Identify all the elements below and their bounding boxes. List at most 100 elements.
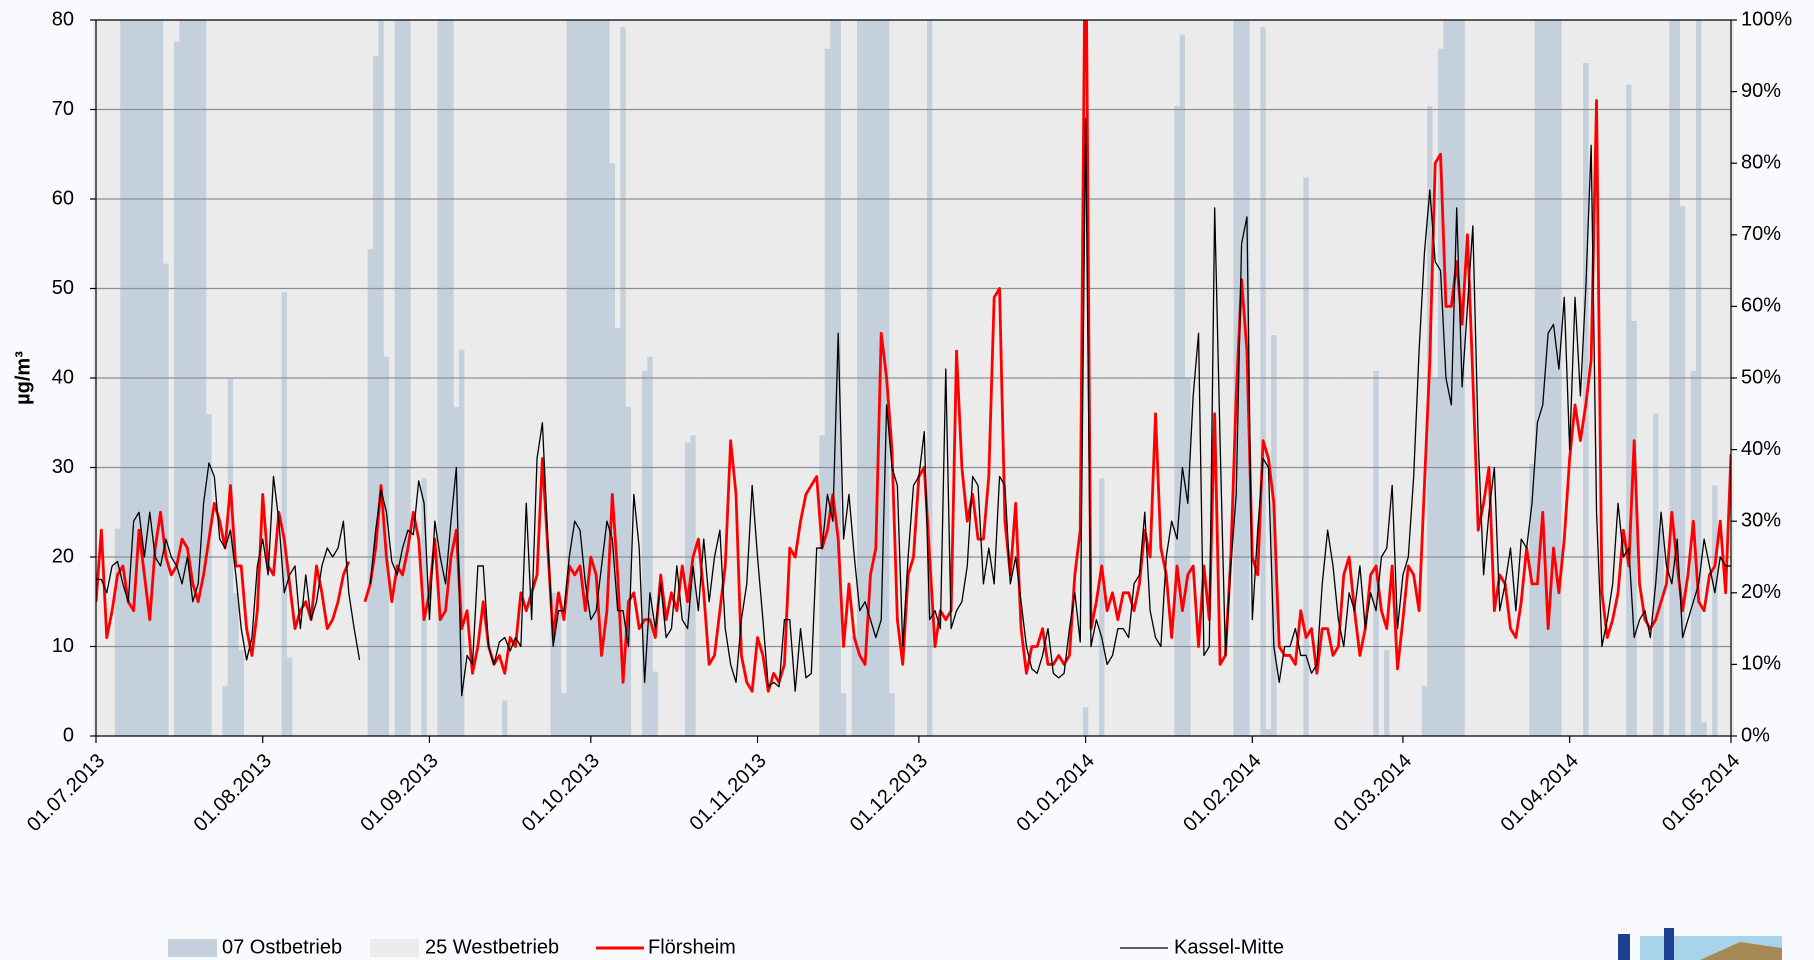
bar bbox=[1701, 20, 1708, 722]
y-tick-label: 60 bbox=[52, 187, 74, 209]
bar bbox=[459, 349, 465, 736]
bar bbox=[367, 20, 374, 250]
bar bbox=[652, 671, 659, 736]
bar bbox=[502, 20, 508, 701]
bar bbox=[561, 20, 567, 694]
bar bbox=[1529, 20, 1535, 464]
bar bbox=[1373, 370, 1380, 736]
y2-tick-label: 20% bbox=[1741, 581, 1781, 603]
y2-tick-label: 40% bbox=[1741, 438, 1781, 460]
y-tick-label: 10 bbox=[52, 635, 74, 657]
bar bbox=[367, 249, 374, 736]
bar bbox=[1626, 84, 1632, 736]
bar bbox=[1373, 20, 1380, 371]
bar bbox=[1658, 528, 1665, 736]
bar bbox=[1260, 20, 1267, 28]
bar bbox=[1658, 20, 1665, 529]
bar bbox=[1099, 20, 1105, 479]
bar bbox=[222, 685, 229, 736]
bar bbox=[286, 20, 293, 658]
bar bbox=[421, 20, 428, 479]
bar bbox=[690, 20, 696, 436]
x-tick-label: 01.01.2014 bbox=[1013, 750, 1099, 836]
y2-tick-label: 0% bbox=[1741, 724, 1770, 746]
bar bbox=[1427, 105, 1433, 737]
y-tick-label: 40 bbox=[52, 366, 74, 388]
bar bbox=[1174, 105, 1181, 737]
bar bbox=[173, 20, 180, 42]
y-tick-label: 50 bbox=[52, 277, 74, 299]
bar bbox=[1179, 34, 1186, 736]
x-tick-label: 01.09.2013 bbox=[356, 750, 442, 836]
x-tick-label: 01.07.2013 bbox=[23, 750, 109, 836]
legend-swatch bbox=[168, 939, 217, 957]
bar bbox=[1631, 20, 1638, 321]
y2-tick-label: 70% bbox=[1741, 223, 1781, 245]
bar bbox=[620, 27, 627, 737]
bar bbox=[1529, 463, 1535, 736]
x-tick-label: 01.04.2014 bbox=[1497, 750, 1583, 836]
bar bbox=[1626, 20, 1632, 85]
bar bbox=[620, 20, 627, 28]
bar bbox=[1271, 20, 1277, 336]
bar bbox=[502, 700, 508, 736]
bar bbox=[1712, 20, 1718, 486]
y-axis-label: µg/m³ bbox=[12, 351, 34, 405]
y2-tick-label: 90% bbox=[1741, 80, 1781, 102]
bar bbox=[609, 20, 616, 164]
bar bbox=[1421, 685, 1428, 736]
bar bbox=[1099, 478, 1105, 736]
bar bbox=[163, 263, 169, 736]
bar bbox=[647, 356, 653, 736]
y-tick-label: 30 bbox=[52, 456, 74, 478]
bar bbox=[1384, 20, 1390, 651]
bar bbox=[453, 406, 460, 736]
y2-tick-label: 80% bbox=[1741, 151, 1781, 173]
grid-layer bbox=[96, 108, 1731, 648]
legend-label: 25 Westbetrieb bbox=[425, 936, 559, 958]
x-tick-label: 01.11.2013 bbox=[686, 750, 771, 835]
bar bbox=[684, 20, 691, 443]
bar bbox=[840, 693, 847, 736]
y2-tick-label: 30% bbox=[1741, 509, 1781, 531]
bar bbox=[238, 20, 245, 651]
bar bbox=[459, 20, 465, 350]
x-tick-label: 01.10.2013 bbox=[518, 750, 604, 836]
bar bbox=[690, 435, 696, 736]
bar bbox=[1583, 20, 1589, 63]
bar bbox=[625, 406, 632, 736]
bar bbox=[615, 327, 621, 736]
bar bbox=[1631, 320, 1638, 736]
bar bbox=[238, 650, 245, 736]
y-tick-label: 0 bbox=[63, 724, 74, 746]
bar bbox=[1421, 20, 1428, 686]
y2-tick-label: 10% bbox=[1741, 653, 1781, 675]
bar bbox=[163, 20, 169, 264]
bar bbox=[1303, 177, 1310, 736]
bar bbox=[1179, 20, 1186, 35]
bar bbox=[555, 592, 562, 736]
bar bbox=[1082, 20, 1089, 708]
bar bbox=[222, 20, 229, 686]
bar bbox=[1427, 20, 1433, 106]
bar bbox=[1437, 20, 1444, 49]
bar bbox=[652, 20, 659, 672]
bar bbox=[819, 435, 826, 736]
y-tick-label: 80 bbox=[52, 8, 74, 30]
bar bbox=[1265, 728, 1272, 736]
bar bbox=[114, 20, 121, 529]
bar bbox=[114, 528, 121, 736]
bar bbox=[383, 20, 390, 357]
legend-label: 07 Ostbetrieb bbox=[222, 936, 342, 958]
legend-swatch bbox=[370, 939, 419, 957]
bar bbox=[206, 20, 212, 414]
line bbox=[96, 117, 1731, 697]
bar bbox=[372, 20, 379, 56]
bar bbox=[281, 20, 288, 293]
x-tick-label: 01.03.2014 bbox=[1330, 750, 1416, 836]
bar bbox=[851, 635, 858, 736]
bar bbox=[173, 41, 180, 737]
bar bbox=[1260, 27, 1267, 737]
bar bbox=[1265, 20, 1272, 729]
